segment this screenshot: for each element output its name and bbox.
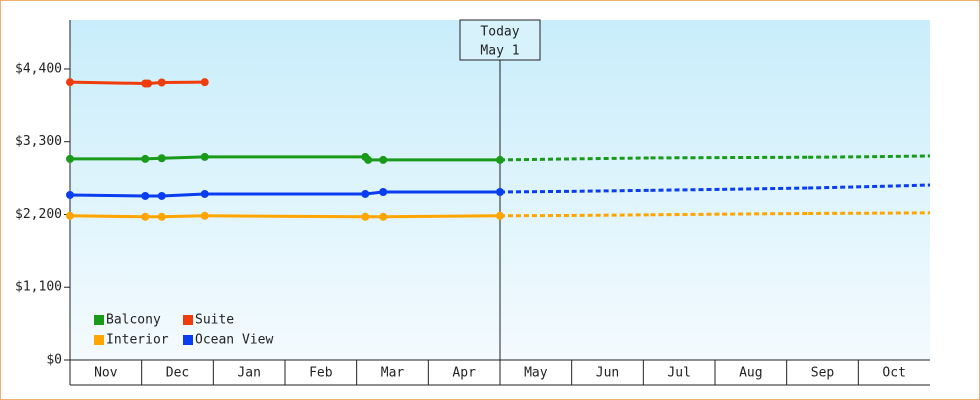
projection-segment xyxy=(808,184,880,190)
x-tick-label: Jun xyxy=(596,366,619,381)
legend-label: Suite xyxy=(195,313,234,328)
point xyxy=(157,154,166,163)
projection-segment xyxy=(650,212,723,217)
point xyxy=(361,212,370,221)
y-tick-label: $0 xyxy=(46,353,62,368)
x-tick-label: Sep xyxy=(811,366,835,381)
projection-segment xyxy=(808,155,880,159)
point xyxy=(496,187,504,196)
projection-segment xyxy=(499,157,572,162)
line-segment xyxy=(69,193,146,198)
point xyxy=(379,212,388,221)
line-segment xyxy=(383,214,501,219)
point xyxy=(66,154,74,163)
point xyxy=(496,211,504,220)
projection-segment xyxy=(571,188,651,193)
x-tick-label: Dec xyxy=(166,366,189,381)
x-tick-label: Aug xyxy=(739,366,762,381)
projection-segment xyxy=(879,154,931,159)
point xyxy=(200,189,209,198)
x-tick-label: May xyxy=(524,366,548,381)
projection-segment xyxy=(650,187,723,192)
legend-label: Balcony xyxy=(106,313,161,328)
y-tick-label: $4,400 xyxy=(15,61,62,76)
point xyxy=(157,212,166,221)
today-box xyxy=(459,19,541,61)
point xyxy=(496,155,504,164)
today-label: Today xyxy=(480,25,519,40)
point xyxy=(141,191,150,200)
y-tick-label: $1,100 xyxy=(15,280,62,295)
projection-segment xyxy=(571,156,651,161)
legend-label: Interior xyxy=(106,333,169,348)
y-tick-label: $3,300 xyxy=(15,134,62,149)
today-label: May 1 xyxy=(480,44,519,59)
legend-swatch xyxy=(94,315,104,325)
point xyxy=(361,189,370,198)
x-tick-label: Oct xyxy=(882,366,905,381)
point xyxy=(379,155,388,164)
point xyxy=(364,155,373,164)
line-segment xyxy=(161,214,205,219)
y-tick-label: $2,200 xyxy=(15,207,62,222)
point xyxy=(66,211,74,220)
x-tick-label: Mar xyxy=(381,366,405,381)
projection-segment xyxy=(722,211,809,216)
legend-label: Ocean View xyxy=(195,333,273,348)
x-tick-label: Apr xyxy=(452,366,476,381)
projection-segment xyxy=(571,213,651,217)
x-tick-label: Jul xyxy=(667,366,690,381)
line-segment xyxy=(69,80,146,86)
point xyxy=(379,187,388,196)
legend-swatch xyxy=(183,315,193,325)
legend-swatch xyxy=(183,335,193,345)
point xyxy=(157,78,166,87)
line-segment xyxy=(161,155,205,160)
line-segment xyxy=(161,192,205,198)
projection-segment xyxy=(879,183,931,188)
point xyxy=(200,78,209,87)
point xyxy=(157,191,166,200)
x-tick-label: Jan xyxy=(237,366,260,381)
point xyxy=(66,190,74,199)
projection-segment xyxy=(722,186,809,191)
line-segment xyxy=(204,214,366,219)
x-tick-label: Feb xyxy=(309,366,333,381)
projection-segment xyxy=(499,189,572,194)
line-segment xyxy=(69,214,146,219)
point xyxy=(200,211,209,220)
point xyxy=(200,152,209,161)
legend-swatch xyxy=(94,335,104,345)
point xyxy=(141,154,150,163)
x-tick-label: Nov xyxy=(94,366,118,381)
point xyxy=(141,212,150,221)
point xyxy=(144,79,153,88)
point xyxy=(66,78,74,87)
